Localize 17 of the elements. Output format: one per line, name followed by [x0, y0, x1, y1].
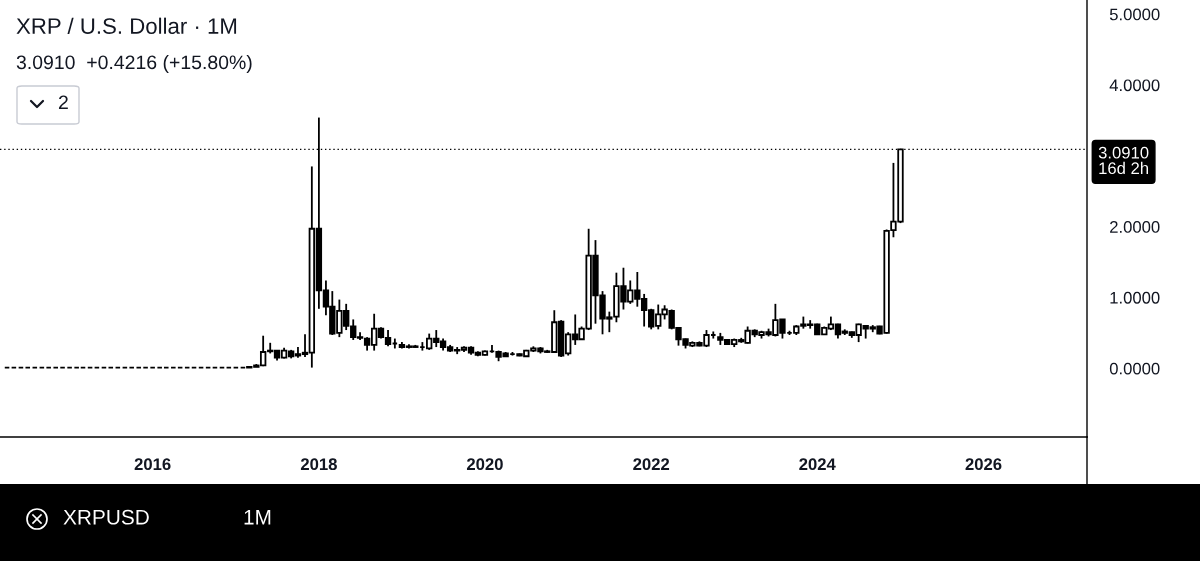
x-tick-label: 2026: [965, 458, 1002, 471]
x-tick-label: 2022: [633, 458, 670, 471]
text: 3.0910 +0.4216 (+15.80%): [16, 54, 252, 74]
x-tick-label: 2024: [799, 458, 836, 471]
text: XRPUSD: [63, 509, 149, 525]
x-tick-label: 2018: [300, 458, 337, 471]
y-tick-label: 2.0000: [1110, 221, 1160, 233]
y-tick-label: 5.0000: [1109, 8, 1160, 21]
text: 1M: [244, 510, 271, 525]
x-tick-label: 2020: [466, 458, 503, 471]
y-tick-label: 4.0000: [1109, 79, 1160, 92]
y-tick-label: 1.0000: [1110, 291, 1160, 304]
ref-line-label: 3.0910 16d 2h: [1098, 146, 1149, 175]
x-tick-label: 2016: [134, 458, 171, 471]
y-tick-label: 0.0000: [1109, 362, 1160, 375]
text: XRP / U.S. Dollar · 1M: [16, 17, 237, 34]
annotation: 2: [58, 95, 68, 110]
